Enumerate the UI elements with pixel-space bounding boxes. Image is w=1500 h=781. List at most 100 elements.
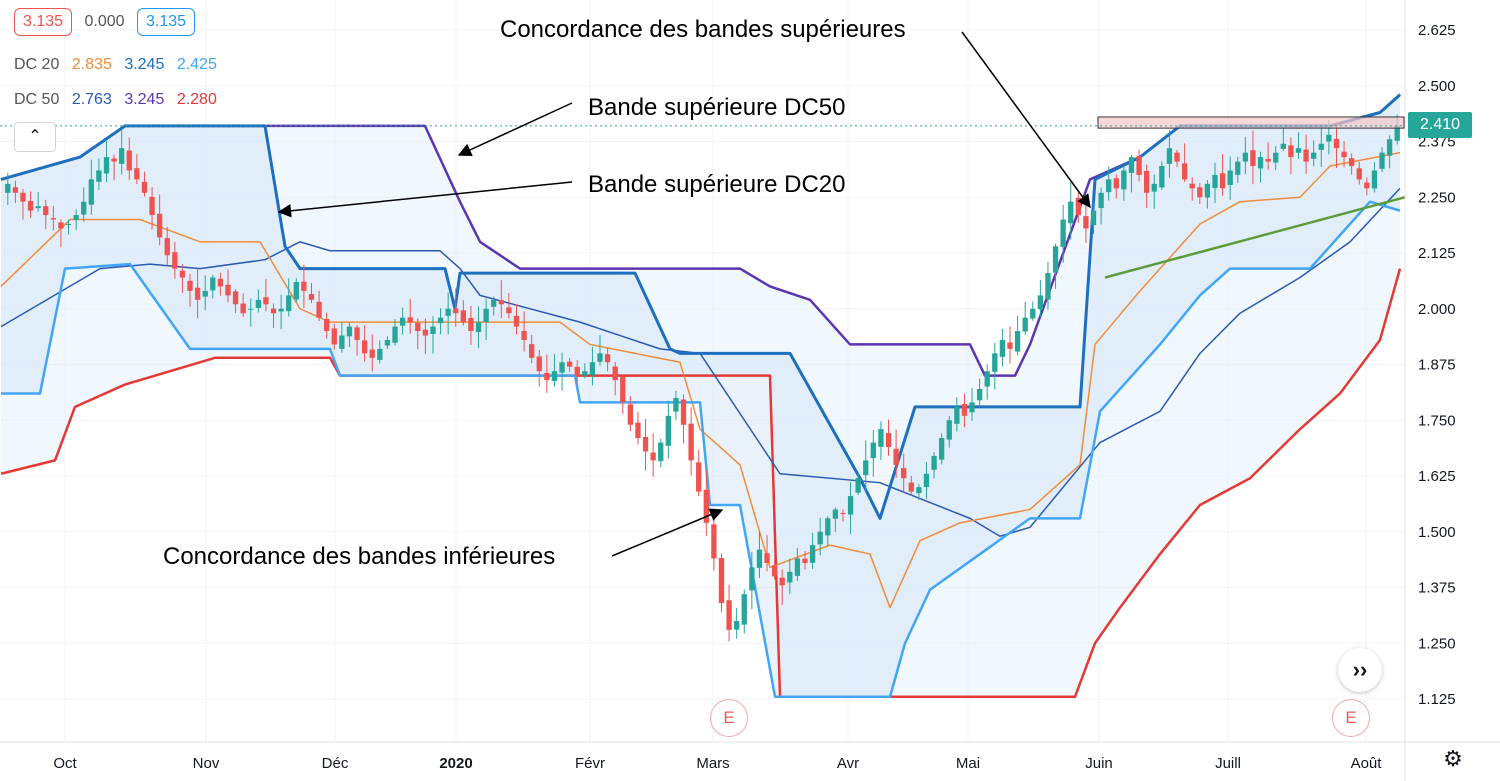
candle-body (642, 436, 649, 452)
candle-body (1242, 152, 1249, 162)
time-tick-label: Oct (53, 755, 77, 772)
candle-body (384, 339, 391, 346)
earnings-marker-2[interactable]: E (1332, 699, 1370, 737)
candle-body (286, 295, 292, 312)
candle-body (506, 307, 512, 314)
candle-body (847, 496, 854, 515)
candle-body (43, 206, 49, 216)
arrow-dc20-upper (277, 181, 573, 218)
candle-body (1113, 178, 1119, 189)
candle-body (863, 460, 869, 476)
scroll-to-realtime-button[interactable]: ›› (1338, 648, 1382, 692)
candle-body (1030, 308, 1036, 319)
candle-body (1128, 157, 1135, 173)
candle-body (1037, 295, 1044, 310)
price-tick-label: 1.875 (1418, 357, 1456, 374)
candle-body (696, 462, 702, 492)
candle-body (893, 448, 899, 465)
candle-body (217, 278, 224, 287)
annotation-arrows (277, 31, 1091, 557)
time-tick-label: Mai (956, 755, 980, 772)
legend-dc20-row[interactable]: DC 20 2.835 3.245 2.425 (14, 53, 225, 77)
time-tick-label: Déc (322, 755, 349, 772)
candle-body (156, 213, 163, 238)
candle-body (369, 349, 375, 358)
candle-body (597, 353, 603, 362)
candle-body (787, 571, 793, 583)
candle-body (688, 423, 694, 461)
candle-body (1143, 170, 1150, 193)
candle-body (187, 280, 193, 291)
candle-body (437, 317, 444, 324)
candle-body (194, 287, 201, 300)
candle-body (802, 558, 808, 563)
price-tick-label: 1.125 (1418, 691, 1456, 708)
dc50-lower-line (0, 268, 1402, 699)
price-tick-label: 1.375 (1418, 580, 1456, 597)
candle-body (559, 362, 565, 373)
candle-body (627, 404, 634, 425)
candle-body (1394, 125, 1400, 141)
candle-body (5, 183, 11, 193)
candle-body (536, 356, 542, 372)
candle-body (331, 328, 337, 345)
candle-body (1204, 183, 1211, 198)
candle-body (1068, 201, 1074, 224)
candle-body (825, 518, 831, 536)
annotation-lower-concordance: Concordance des bandes inférieures (163, 543, 556, 570)
time-tick-label: 2020 (439, 755, 472, 772)
candle-body (931, 455, 937, 470)
legend-dc50-upper: 2.763 (71, 91, 112, 108)
legend-dc50-row[interactable]: DC 50 2.763 3.245 2.280 (14, 88, 225, 112)
candle-body (734, 620, 740, 630)
candle-body (255, 299, 262, 308)
last-price-tag: 2.410 (1408, 112, 1472, 138)
candle-body (1257, 157, 1264, 169)
earnings-marker-1[interactable]: E (710, 699, 748, 737)
candle-body (726, 600, 732, 630)
candle-body (885, 433, 892, 448)
legend-collapse-button[interactable]: ⌃ (14, 122, 56, 152)
candle-body (1288, 145, 1294, 158)
candle-body (665, 415, 671, 446)
candle-body (855, 478, 861, 493)
candle-body (1273, 152, 1279, 163)
candle-body (12, 187, 19, 193)
chart-settings-button[interactable]: ⚙ (1440, 746, 1466, 772)
candle-body (1159, 166, 1165, 188)
candle-body (1341, 151, 1347, 158)
time-tick-label: Avr (837, 755, 859, 772)
candle-body (658, 442, 664, 462)
dc20-middle-line (0, 151, 1401, 609)
candle-body (1151, 183, 1157, 192)
candle-body (1121, 170, 1127, 190)
price-axis[interactable]: 2.6252.5002.3752.2502.1252.0001.8751.750… (1418, 22, 1456, 708)
candle-body (1318, 143, 1324, 150)
annotation-dc50-upper: Bande supérieure DC50 (588, 94, 846, 121)
candle-body (498, 300, 504, 305)
time-axis[interactable]: Oct Nov Déc 2020 Févr Mars Avr Mai Juin Juill Août (53, 755, 1382, 772)
candle-body (65, 224, 72, 226)
candle-body (680, 399, 687, 425)
candle-body (81, 201, 87, 215)
legend-price-value-1: 3.135 (14, 8, 73, 36)
candle-body (422, 329, 429, 336)
candle-body (589, 362, 596, 376)
candle-body (346, 326, 353, 337)
time-tick-label: Août (1351, 755, 1383, 772)
candle-body (673, 397, 679, 412)
donchian-bands (0, 93, 1402, 699)
candle-body (354, 327, 360, 340)
price-tick-label: 1.625 (1418, 468, 1456, 485)
candle-body (901, 468, 907, 479)
candle-body (1174, 152, 1180, 162)
gear-icon: ⚙ (1443, 746, 1463, 771)
candle-body (149, 196, 155, 216)
candle-body (111, 158, 117, 162)
candle-body (923, 473, 930, 488)
candle-body (1333, 138, 1340, 149)
candle-body (1197, 187, 1203, 198)
candle-body (1106, 179, 1112, 193)
candle-body (1326, 134, 1332, 142)
